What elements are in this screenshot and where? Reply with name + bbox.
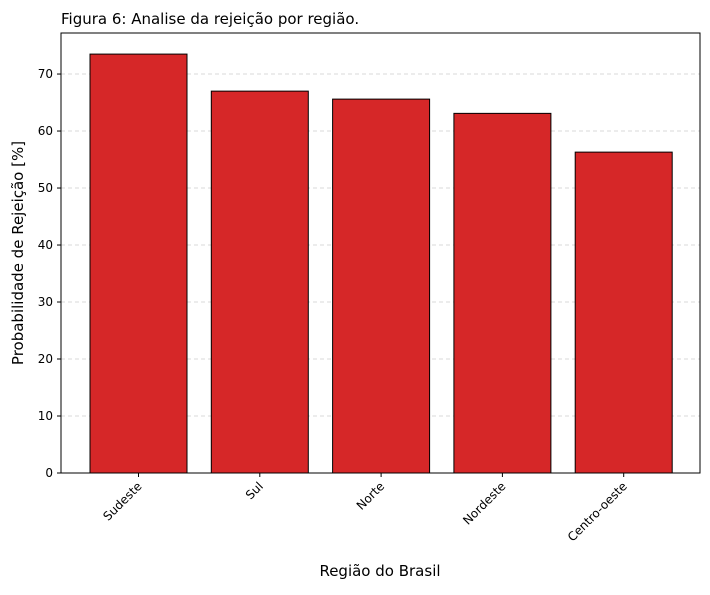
bar-sudeste	[89, 53, 188, 474]
x-tick-label: Centro-oeste	[565, 479, 630, 544]
y-tick-label: 0	[45, 466, 53, 480]
bar-norte	[332, 98, 431, 474]
y-tick-label: 40	[38, 238, 53, 252]
x-tick-label: Norte	[354, 479, 387, 512]
y-tick-label: 50	[38, 181, 53, 195]
bar-sul	[210, 90, 309, 474]
x-tick-label: Sudeste	[100, 479, 144, 523]
plot-frame	[60, 32, 701, 474]
x-axis-ticks: Sudeste Sul Norte Nordeste Centro-oeste	[100, 473, 630, 544]
x-axis-label: Região do Brasil	[319, 562, 440, 580]
bar-centro-oeste	[574, 151, 673, 474]
x-tick-label: Nordeste	[460, 479, 508, 527]
y-tick-label: 10	[38, 409, 53, 423]
bars	[89, 53, 673, 474]
y-tick-label: 30	[38, 295, 53, 309]
bar-nordeste	[453, 112, 552, 474]
y-axis-label: Probabilidade de Rejeição [%]	[9, 141, 27, 365]
y-tick-label: 20	[38, 352, 53, 366]
y-tick-label: 60	[38, 124, 53, 138]
chart-title: Figura 6: Analise da rejeição por região…	[61, 10, 359, 28]
x-tick-label: Sul	[243, 479, 266, 502]
y-tick-label: 70	[38, 67, 53, 81]
y-axis-ticks: 0 10 20 30 40 50 60 70	[38, 67, 61, 480]
